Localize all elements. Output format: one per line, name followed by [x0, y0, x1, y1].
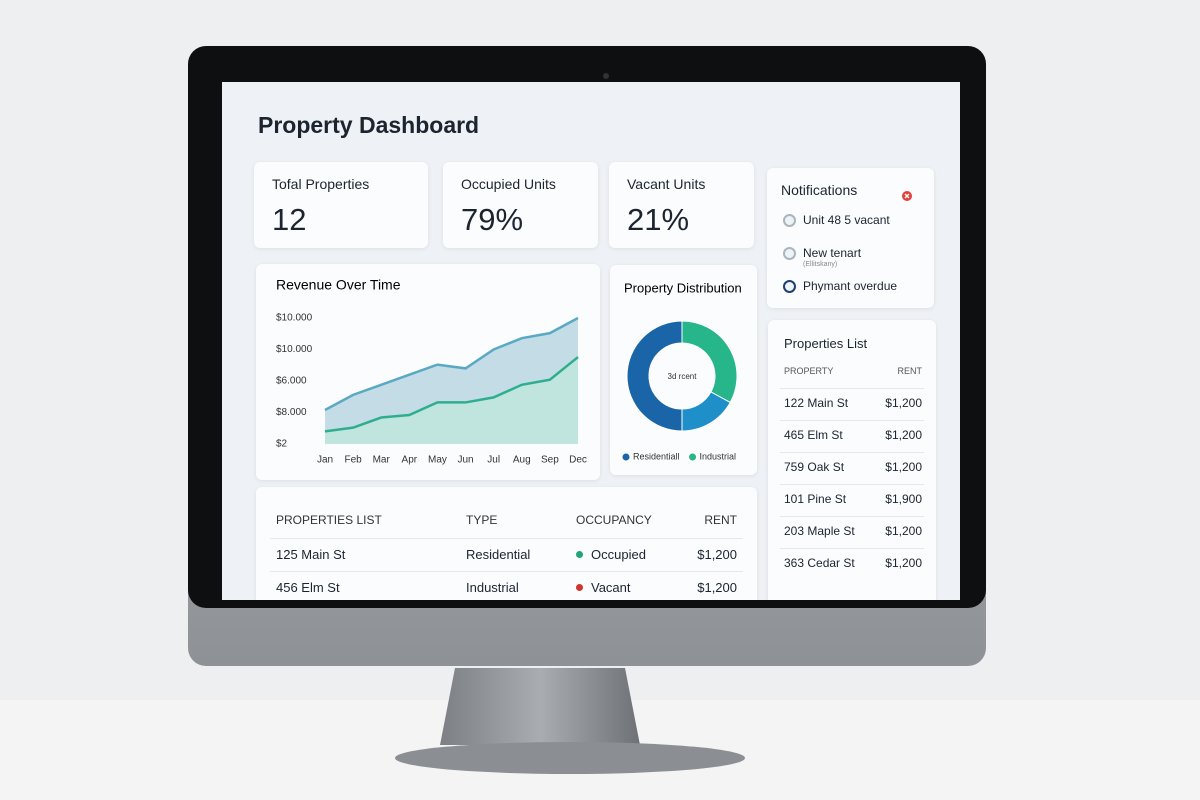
stand-base: [395, 742, 745, 774]
list-rent: $1,200: [885, 396, 922, 410]
table-cell: Residential: [466, 547, 531, 562]
list-address: 122 Main St: [784, 396, 849, 410]
x-tick-label: Sep: [541, 455, 559, 466]
y-tick-label: $8.000: [276, 407, 307, 418]
dashboard-title: Property Dashboard: [258, 112, 480, 138]
y-tick-label: $10.000: [276, 344, 313, 355]
chart-title: Property Distribution: [624, 280, 742, 295]
notification-subtext: (Ellitskany): [803, 261, 838, 268]
notification-text: Phymant overdue: [803, 279, 898, 293]
table-cell: 125 Main St: [276, 547, 346, 562]
list-separator: [780, 388, 924, 389]
list-rent: $1,200: [885, 524, 922, 538]
list-address: 101 Pine St: [784, 492, 847, 506]
legend-swatch: [622, 453, 630, 461]
list-separator: [780, 452, 924, 453]
donut-center-label: 3d rcent: [668, 372, 698, 381]
legend-swatch: [689, 453, 697, 461]
table-cell: Vacant: [591, 580, 631, 595]
table-cell: $1,200: [697, 547, 737, 562]
revenue-chart: Revenue Over Time $10.000 $10.000 $6.000 $8…: [276, 277, 587, 466]
x-tick-label: Jul: [487, 455, 500, 466]
kpi-label: Vacant Units: [627, 176, 706, 192]
properties-list-title: Properties List: [784, 336, 868, 351]
table-separator: [270, 538, 743, 539]
list-header: PROPERTY: [784, 366, 834, 376]
list-address: 203 Maple St: [784, 524, 855, 538]
x-tick-label: Feb: [344, 455, 362, 466]
status-dot: [576, 584, 583, 591]
line: [324, 356, 579, 433]
donut-segment: [626, 320, 683, 432]
kpi-card: Occupied Units 79%: [443, 162, 598, 248]
distribution-chart: Property Distribution 3d rcent Residenti…: [622, 280, 742, 461]
line: [324, 316, 579, 412]
notification-dot: [783, 214, 796, 227]
properties-table: PROPERTIES LIST TYPE OCCUPANCY RENT 125 Main…: [256, 487, 757, 600]
chart-title: Revenue Over Time: [276, 277, 401, 293]
list-separator: [780, 516, 924, 517]
area: [325, 357, 578, 444]
kpi-card: Tofal Properties 12: [254, 162, 428, 248]
donut-segment: [681, 391, 731, 432]
x-tick-label: Jan: [317, 455, 333, 466]
table-header: PROPERTIES LIST: [276, 513, 382, 527]
table-cell: 456 Elm St: [276, 580, 340, 595]
kpi-label: Occupied Units: [461, 176, 556, 192]
x-tick-label: Aug: [513, 455, 531, 466]
table-cell: Occupied: [591, 547, 646, 562]
close-icon[interactable]: [901, 190, 913, 202]
list-rent: $1,200: [885, 556, 922, 570]
camera: [603, 73, 609, 79]
list-separator: [780, 484, 924, 485]
kpi-value: 12: [272, 202, 307, 237]
notification-dot: [783, 247, 796, 260]
kpi-label: Tofal Properties: [272, 176, 370, 192]
x-tick-label: Apr: [402, 455, 418, 466]
notification-text: New tenart: [803, 246, 862, 260]
kpi-card: Vacant Units 21%: [609, 162, 754, 248]
table-header: RENT: [704, 513, 737, 527]
y-tick-label: $2: [276, 439, 288, 450]
y-tick-label: $10.000: [276, 313, 313, 324]
dashboard-screen: Property Dashboard Notifications Unit 48…: [222, 82, 960, 600]
table-header: OCCUPANCY: [576, 513, 652, 527]
notifications-card: Notifications Unit 48 5 vacant New tenart…: [767, 168, 934, 308]
list-separator: [780, 548, 924, 549]
x-tick-label: Dec: [569, 455, 587, 466]
revenue-card: Revenue Over Time $10.000 $10.000 $6.000 $8…: [256, 264, 600, 480]
list-address: 363 Cedar St: [784, 556, 855, 570]
properties-list-card: Properties List PROPERTY RENT 122 Main St $…: [768, 320, 936, 600]
list-header: RENT: [897, 366, 923, 376]
table-separator: [270, 571, 743, 572]
list-address: 465 Elm St: [784, 428, 843, 442]
notifications-title: Notifications: [781, 182, 858, 198]
list-rent: $1,200: [885, 460, 922, 474]
kpi-value: 21%: [627, 202, 690, 237]
table-header: TYPE: [466, 513, 498, 527]
legend-label: Industrial: [700, 451, 737, 461]
x-tick-label: Mar: [373, 455, 391, 466]
status-dot: [576, 551, 583, 558]
x-tick-label: Jun: [457, 455, 473, 466]
list-rent: $1,200: [885, 428, 922, 442]
donut-segment: [681, 320, 738, 404]
notification-text: Unit 48 5 vacant: [803, 213, 890, 227]
list-address: 759 Oak St: [784, 460, 845, 474]
x-tick-label: May: [428, 455, 447, 466]
y-tick-label: $6.000: [276, 376, 307, 387]
table-cell: Industrial: [466, 580, 519, 595]
list-separator: [780, 420, 924, 421]
legend-label: Residentiall: [633, 451, 680, 461]
table-cell: $1,200: [697, 580, 737, 595]
distribution-card: Property Distribution 3d rcent Residenti…: [610, 265, 757, 475]
notification-dot: [783, 280, 796, 293]
list-rent: $1,900: [885, 492, 922, 506]
kpi-value: 79%: [461, 202, 524, 237]
stand: [440, 668, 640, 745]
